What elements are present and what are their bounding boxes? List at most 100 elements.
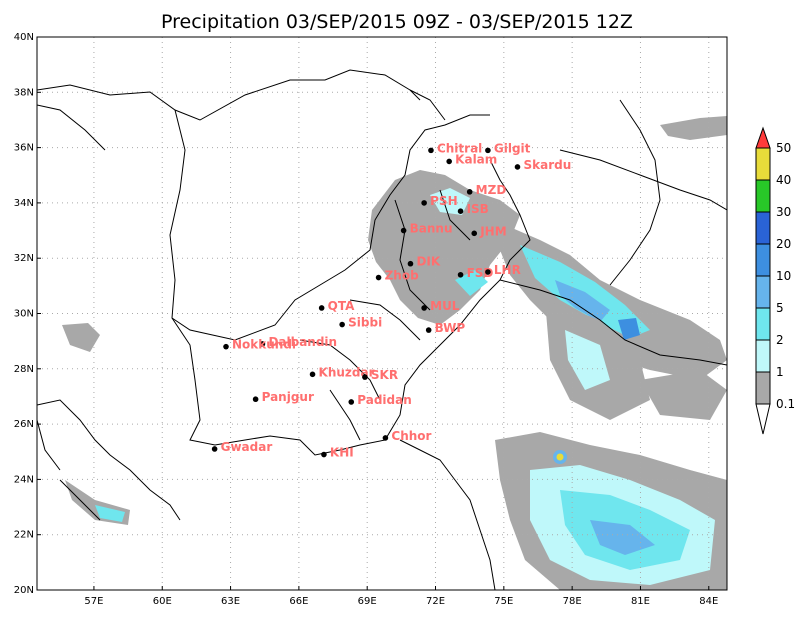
station-label: Gwadar (221, 440, 273, 454)
station-dot (211, 446, 218, 452)
station-label: JHM (479, 224, 506, 238)
lat-tick-label: 26N (14, 419, 34, 430)
station-dot (375, 274, 382, 281)
station-dot (514, 164, 521, 170)
station-dot (421, 200, 427, 206)
lat-tick-label: 28N (14, 364, 34, 375)
lon-tick-label: 57E (84, 596, 103, 607)
station-label: Padidan (357, 393, 412, 407)
lat-tick-label: 32N (14, 253, 34, 264)
legend-label: 10 (776, 269, 791, 283)
station-dot (428, 147, 434, 154)
precipitation-legend: 50 40 30 20 10 5 2 1 0.1 (755, 126, 795, 435)
lat-tick-label: 40N (14, 32, 34, 43)
longitude-axis: 57E 60E 63E 66E 69E 72E 75E 78E 81E 84E (84, 586, 718, 607)
lon-tick-label: 84E (699, 596, 718, 607)
legend-overflow-bottom (755, 403, 771, 435)
station-label: Zhob (385, 269, 419, 283)
lat-tick-label: 38N (14, 87, 34, 98)
station-label: Skardu (523, 158, 571, 172)
station-dot (466, 189, 473, 195)
station-label: PSH (430, 194, 457, 208)
station-dot (471, 230, 478, 237)
station-dot (318, 305, 325, 311)
lon-tick-label: 81E (631, 596, 650, 607)
legend-swatch (755, 339, 771, 373)
legend-overflow-top (755, 126, 771, 149)
station-label: Kalam (455, 152, 497, 166)
station-label: FSD (467, 266, 494, 280)
lon-tick-label: 75E (494, 596, 513, 607)
station-label: Khuzdar (319, 365, 375, 379)
station-dot (321, 451, 327, 458)
station-label: SKR (371, 368, 398, 382)
legend-label: 50 (776, 141, 791, 155)
station-dot (446, 158, 452, 165)
station-label: BWP (435, 321, 466, 335)
lon-tick-label: 72E (426, 596, 445, 607)
legend-swatch (755, 147, 771, 181)
latitude-axis: 40N 38N 36N 34N 32N 30N 28N 26N 24N 22N 20N (14, 32, 41, 596)
legend-swatch (755, 275, 771, 309)
lat-tick-label: 30N (14, 309, 34, 320)
station-dot (223, 343, 229, 350)
station-dot (485, 147, 491, 154)
boundary-lines (37, 69, 727, 590)
station-label: Chitral (437, 141, 482, 155)
station-label: KHI (330, 446, 354, 460)
legend-swatch (755, 243, 771, 277)
legend-label: 30 (776, 205, 791, 219)
legend-swatch (755, 371, 771, 405)
legend-label: 5 (776, 301, 784, 315)
station-label: Nokkundi (232, 338, 296, 352)
station-label: QTA (328, 299, 355, 313)
lat-tick-label: 20N (14, 585, 34, 596)
station-dot (259, 341, 266, 347)
legend-swatch (755, 211, 771, 245)
station-dot (382, 435, 389, 441)
station-label: LHR (494, 263, 521, 277)
station-label: DIK (416, 255, 440, 269)
station-label: MZD (476, 183, 507, 197)
legend-label: 2 (776, 333, 784, 347)
lon-tick-label: 69E (358, 596, 377, 607)
station-dot (252, 396, 259, 403)
legend-label: 40 (776, 173, 791, 187)
lat-tick-label: 24N (14, 474, 34, 485)
lat-tick-label: 34N (14, 198, 34, 209)
station-label: MUL (430, 299, 460, 313)
station-dot (457, 208, 464, 214)
station-dot (457, 271, 464, 278)
station-label: ISB (467, 202, 489, 216)
station-label: Sibbi (348, 316, 382, 330)
lat-tick-label: 36N (14, 143, 34, 154)
station-dot (348, 399, 355, 405)
lon-tick-label: 66E (289, 596, 308, 607)
graticule-grid (37, 36, 727, 591)
legend-swatch (755, 307, 771, 341)
map-title: Precipitation 03/SEP/2015 09Z - 03/SEP/2… (161, 11, 633, 33)
station-dot (407, 260, 414, 267)
lon-tick-label: 78E (563, 596, 582, 607)
station-dot (362, 374, 368, 380)
station-label: Panjgur (262, 390, 314, 404)
station-label: Bannu (410, 222, 453, 236)
lon-tick-label: 63E (221, 596, 240, 607)
station-dot (309, 371, 316, 378)
station-dot (485, 269, 491, 275)
legend-label: 20 (776, 237, 791, 251)
station-dot (421, 305, 427, 311)
station-dot (400, 227, 407, 234)
precipitation-field (62, 116, 727, 590)
legend-label: 1 (776, 365, 784, 379)
station-label: Dalbandin (268, 335, 337, 349)
station-label: Chhor (391, 429, 431, 443)
lat-tick-label: 22N (14, 530, 34, 541)
station-dot (425, 327, 432, 333)
lon-tick-label: 60E (153, 596, 172, 607)
legend-swatch (755, 179, 771, 213)
legend-label: 0.1 (776, 397, 795, 411)
